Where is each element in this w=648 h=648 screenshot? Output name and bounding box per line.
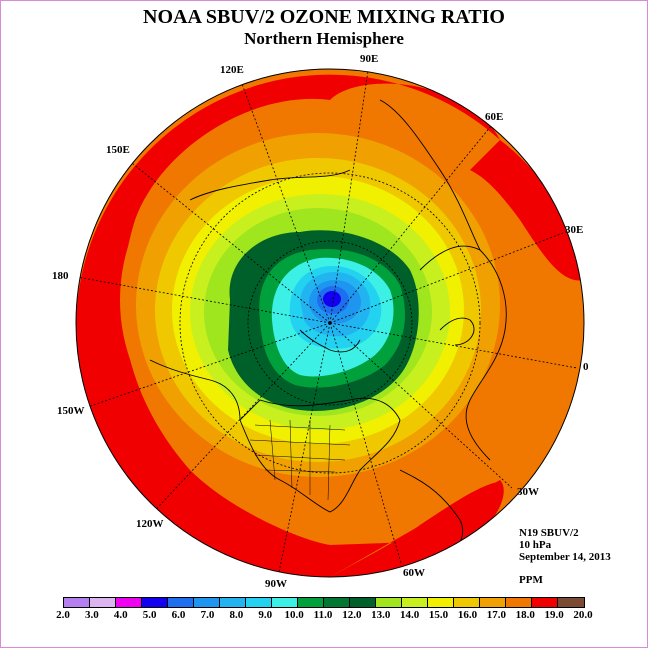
colorbar-tick-label: 3.0	[85, 609, 99, 621]
lon-label-0: 0	[583, 361, 589, 373]
colorbar-swatch	[116, 598, 142, 607]
lon-label-30e: 30E	[565, 224, 583, 236]
date-label: September 14, 2013	[519, 551, 611, 563]
colorbar-tick-label: 7.0	[200, 609, 215, 621]
colorbar-tick-label: 5.0	[142, 609, 157, 621]
map-boundary	[75, 68, 585, 578]
colorbar-swatch	[246, 598, 272, 607]
lon-label-150w: 150W	[57, 405, 85, 417]
colorbar-tick-label: 8.0	[229, 609, 244, 621]
band-19-east	[470, 140, 584, 281]
colorbar-tick-label: 19.0	[544, 609, 564, 621]
colorbar-tick-label: 20.0	[573, 609, 593, 621]
colorbar-swatch	[376, 598, 402, 607]
colorbar-tick-label: 11.0	[313, 609, 333, 621]
colorbar-swatch	[194, 598, 220, 607]
lon-label-90e: 90E	[360, 53, 378, 65]
satellite-label: N19 SBUV/2	[519, 527, 579, 539]
units-label: PPM	[519, 574, 543, 586]
colorbar-swatch	[64, 598, 90, 607]
colorbar-tick-label: 14.0	[400, 609, 420, 621]
colorbar-tick-label: 17.0	[486, 609, 506, 621]
map-title: NOAA SBUV/2 OZONE MIXING RATIO	[143, 6, 505, 28]
colorbar-swatch	[350, 598, 376, 607]
colorbar	[63, 597, 585, 608]
colorbar-tick-label: 13.0	[371, 609, 391, 621]
colorbar-swatch	[142, 598, 168, 607]
colorbar-tick-label: 12.0	[342, 609, 362, 621]
pressure-level: 10 hPa	[519, 539, 552, 551]
colorbar-tick-label: 2.0	[56, 609, 70, 621]
colorbar-swatch	[298, 598, 324, 607]
lon-label-150e: 150E	[106, 144, 130, 156]
lon-label-180: 180	[52, 270, 69, 282]
colorbar-tick-label: 15.0	[428, 609, 449, 621]
colorbar-tick-label: 10.0	[284, 609, 304, 621]
colorbar-swatch	[480, 598, 506, 607]
map-subtitle: Northern Hemisphere	[244, 29, 404, 48]
colorbar-tick-label: 6.0	[171, 609, 186, 621]
colorbar-swatch	[454, 598, 480, 607]
colorbar-swatch	[324, 598, 350, 607]
lon-label-30w: 30W	[517, 486, 539, 498]
colorbar-swatch	[532, 598, 558, 607]
info-block: N19 SBUV/2 10 hPa September 14, 2013	[519, 527, 611, 563]
lon-label-120e: 120E	[220, 64, 244, 76]
band-19-south	[330, 482, 500, 577]
lon-label-60w: 60W	[403, 567, 425, 579]
graticule	[76, 70, 578, 577]
band-5	[323, 291, 341, 307]
colorbar-tick-label: 9.0	[258, 609, 273, 621]
ozone-contours	[76, 69, 584, 577]
colorbar-swatch	[272, 598, 298, 607]
colorbar-swatch	[558, 598, 584, 607]
lon-label-90w: 90W	[265, 578, 287, 590]
colorbar-tick-label: 18.0	[515, 609, 535, 621]
colorbar-swatch	[220, 598, 246, 607]
lon-label-60e: 60E	[485, 111, 503, 123]
colorbar-tick-label: 4.0	[113, 609, 128, 621]
colorbar-swatch	[168, 598, 194, 607]
colorbar-swatch	[90, 598, 116, 607]
lon-label-120w: 120W	[136, 518, 164, 530]
colorbar-tick-label: 16.0	[457, 609, 478, 621]
colorbar-swatch	[428, 598, 454, 607]
colorbar-swatch	[506, 598, 532, 607]
colorbar-swatch	[402, 598, 428, 607]
us-states	[249, 419, 351, 501]
